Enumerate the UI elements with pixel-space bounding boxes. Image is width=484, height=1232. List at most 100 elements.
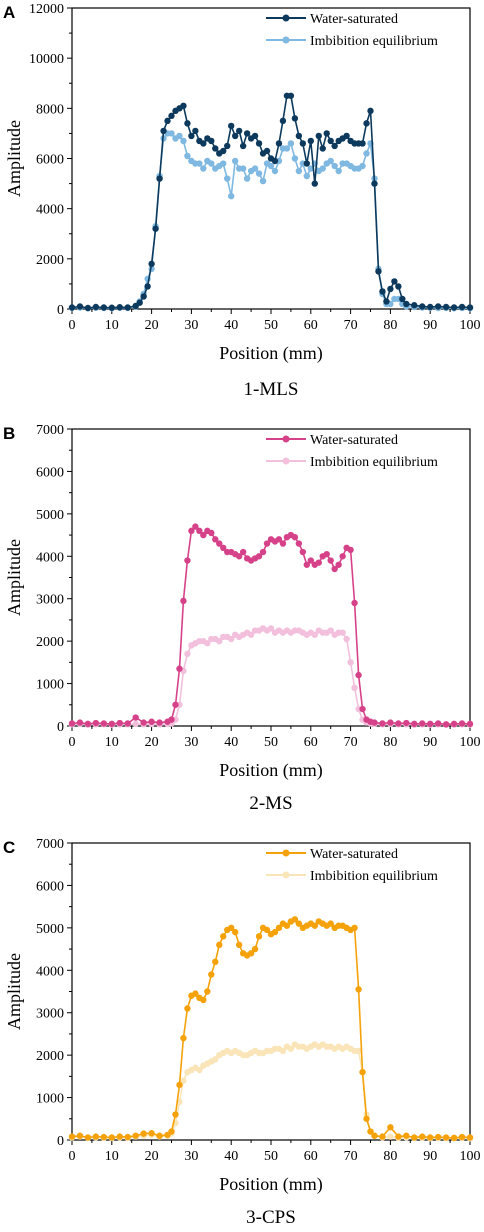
data-point: [335, 167, 342, 175]
panel-label: A: [3, 3, 15, 22]
data-point: [243, 175, 251, 182]
data-point: [68, 304, 76, 311]
data-point: [327, 137, 334, 145]
data-point: [220, 160, 227, 167]
chart-svg-b: B0 10 20 30 40 50 60 70 80 90 10001000200030004000…: [3, 423, 481, 814]
data-point: [327, 920, 334, 927]
data-point: [442, 1134, 450, 1141]
data-point: [303, 561, 311, 568]
panel-caption: 3-CPS: [246, 1207, 296, 1228]
data-point: [156, 719, 163, 726]
data-point: [239, 165, 247, 172]
data-point: [148, 718, 155, 725]
legend-label: Imbibition equilibrium: [310, 455, 438, 470]
legend-marker: [282, 871, 290, 879]
data-point: [172, 1111, 179, 1118]
data-point: [387, 1124, 394, 1131]
data-point: [271, 928, 279, 936]
x-tick-label: 60: [304, 1149, 318, 1164]
data-point: [307, 165, 314, 172]
data-point: [116, 304, 123, 311]
y-tick-label: 2000: [36, 635, 64, 650]
data-point: [458, 720, 466, 727]
data-point: [387, 285, 394, 293]
data-point: [208, 137, 215, 145]
data-point: [311, 631, 318, 638]
data-point: [228, 192, 235, 200]
data-point: [148, 260, 155, 268]
data-point: [311, 922, 318, 929]
x-tick-label: 20: [145, 318, 159, 333]
data-point: [140, 293, 147, 300]
data-point: [283, 922, 291, 929]
data-point: [172, 701, 179, 708]
data-point: [132, 720, 139, 728]
data-point: [299, 548, 307, 556]
data-point: [271, 157, 279, 165]
data-point: [411, 1134, 418, 1141]
data-point: [419, 720, 426, 727]
data-point: [327, 627, 334, 634]
data-point: [92, 303, 100, 311]
data-point: [295, 132, 303, 140]
data-point: [192, 990, 199, 997]
data-point: [319, 145, 326, 152]
data-point: [208, 529, 215, 537]
data-point: [267, 625, 275, 632]
data-point: [208, 160, 215, 167]
data-point: [228, 924, 235, 932]
series-line-imbibition-equilibrium: [71, 627, 471, 726]
y-tick-label: 7000: [36, 837, 64, 852]
data-point: [235, 553, 243, 560]
data-point: [466, 720, 474, 728]
data-point: [243, 130, 251, 137]
data-point: [363, 1115, 370, 1122]
data-point: [395, 1133, 402, 1140]
panel-caption: 2-MS: [249, 793, 292, 814]
x-tick-label: 40: [224, 318, 238, 333]
data-point: [152, 225, 159, 232]
data-point: [291, 916, 299, 923]
x-tick-label: 20: [145, 735, 159, 750]
data-point: [196, 160, 203, 167]
data-point: [192, 127, 199, 135]
data-point: [235, 127, 243, 135]
data-point: [180, 1077, 187, 1084]
y-tick-label: 6000: [36, 879, 64, 894]
data-point: [92, 719, 100, 727]
legend-marker: [282, 14, 290, 22]
y-tick-label: 3000: [36, 593, 64, 608]
data-point: [200, 140, 207, 147]
y-tick-label: 0: [57, 303, 64, 318]
data-point: [239, 548, 247, 556]
data-point: [140, 1130, 147, 1137]
plot-frame: [71, 428, 471, 727]
data-point: [247, 950, 255, 957]
data-point: [267, 162, 275, 170]
y-tick-label: 2000: [36, 1049, 64, 1064]
x-tick-label: 70: [344, 318, 358, 333]
data-point: [180, 137, 187, 145]
panel-label: B: [3, 424, 15, 443]
x-tick-label: 30: [184, 735, 198, 750]
data-point: [466, 304, 474, 311]
data-point: [327, 157, 334, 165]
x-tick-label: 10: [105, 735, 119, 750]
data-point: [466, 1134, 474, 1141]
data-point: [379, 720, 386, 727]
data-point: [359, 1068, 366, 1076]
data-point: [224, 142, 231, 150]
data-point: [132, 1132, 139, 1139]
x-tick-label: 90: [423, 735, 437, 750]
data-point: [442, 721, 450, 728]
y-tick-label: 10000: [29, 52, 64, 67]
data-point: [239, 142, 247, 150]
data-point: [259, 177, 267, 185]
data-point: [331, 162, 338, 170]
data-point: [144, 283, 151, 290]
data-point: [108, 304, 116, 311]
data-point: [291, 533, 299, 541]
legend-marker: [282, 849, 290, 857]
series-line-water-saturated: [71, 918, 471, 1139]
data-point: [359, 140, 366, 147]
